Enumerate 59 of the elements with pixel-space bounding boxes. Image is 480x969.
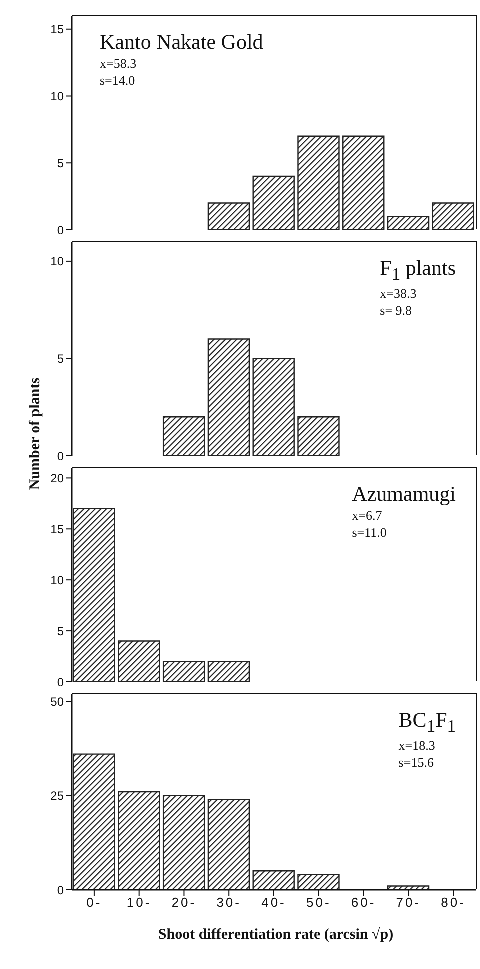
y-tick-label: 10	[50, 254, 64, 269]
y-tick-label: 15	[50, 522, 64, 536]
bar	[298, 416, 340, 456]
y-axis-title: Number of plants	[28, 378, 44, 490]
annotation: x=38.3	[380, 285, 418, 302]
bar	[298, 136, 340, 230]
text: BC$_{1}$F$_{1}$	[398, 708, 456, 738]
y-tick-label: 20	[50, 471, 64, 486]
bar	[208, 798, 250, 890]
x-tick-label: 20-	[172, 895, 197, 910]
annotation: x=6.7	[352, 507, 384, 524]
bar	[162, 661, 206, 682]
y-tick-label: 50	[50, 694, 64, 709]
annotation: s= 9.8	[380, 302, 414, 320]
bar	[208, 338, 250, 456]
bar	[162, 416, 206, 456]
y-tick-label: 0	[57, 883, 64, 898]
x-tick-label: 0-	[86, 895, 102, 910]
y-tick-label: 25	[50, 789, 64, 804]
bar	[73, 754, 116, 890]
bar	[252, 176, 295, 230]
y-tick-label: 0	[57, 449, 64, 464]
annotation: s=15.6	[398, 754, 435, 772]
bar	[432, 202, 475, 230]
bar	[387, 216, 430, 230]
annotation: x=58.3	[100, 55, 138, 72]
x-tick-label: 50-	[306, 895, 332, 910]
y-tick-label: 10	[50, 573, 64, 588]
x-tick-label: 70-	[396, 895, 422, 910]
text: Azumamugi	[352, 482, 456, 507]
y-tick-label: 5	[57, 624, 64, 638]
annotation: s=14.0	[100, 72, 136, 89]
y-tick-label: 5	[57, 352, 64, 366]
text: F$_{1}$ plants	[380, 256, 456, 286]
x-tick-label: 60-	[351, 895, 376, 910]
y-tick-label: 0	[57, 675, 64, 690]
bar	[118, 640, 160, 682]
y-tick-label: 5	[57, 156, 64, 170]
text: Kanto Nakate Gold	[100, 30, 264, 55]
bar	[342, 136, 385, 230]
x-tick-label: 80-	[441, 895, 466, 910]
bar	[162, 795, 206, 890]
bar	[73, 508, 116, 682]
bar	[252, 870, 295, 890]
annotation: s=11.0	[352, 524, 388, 541]
x-tick-label: 30-	[216, 895, 242, 910]
x-axis-title: Shoot differentiation rate (arcsin √p)	[157, 927, 395, 944]
y-tick-label: 15	[50, 22, 64, 37]
y-tick-label: 10	[50, 90, 64, 104]
bar	[387, 886, 430, 890]
annotation: x=18.3	[398, 737, 436, 754]
bar	[208, 661, 250, 682]
y-tick-label: 0	[57, 223, 64, 238]
bar	[252, 358, 295, 456]
x-tick-label: 10-	[126, 895, 152, 910]
x-tick-label: 40-	[262, 895, 286, 910]
bar	[298, 874, 340, 890]
bar	[118, 791, 160, 890]
bar	[208, 202, 250, 230]
